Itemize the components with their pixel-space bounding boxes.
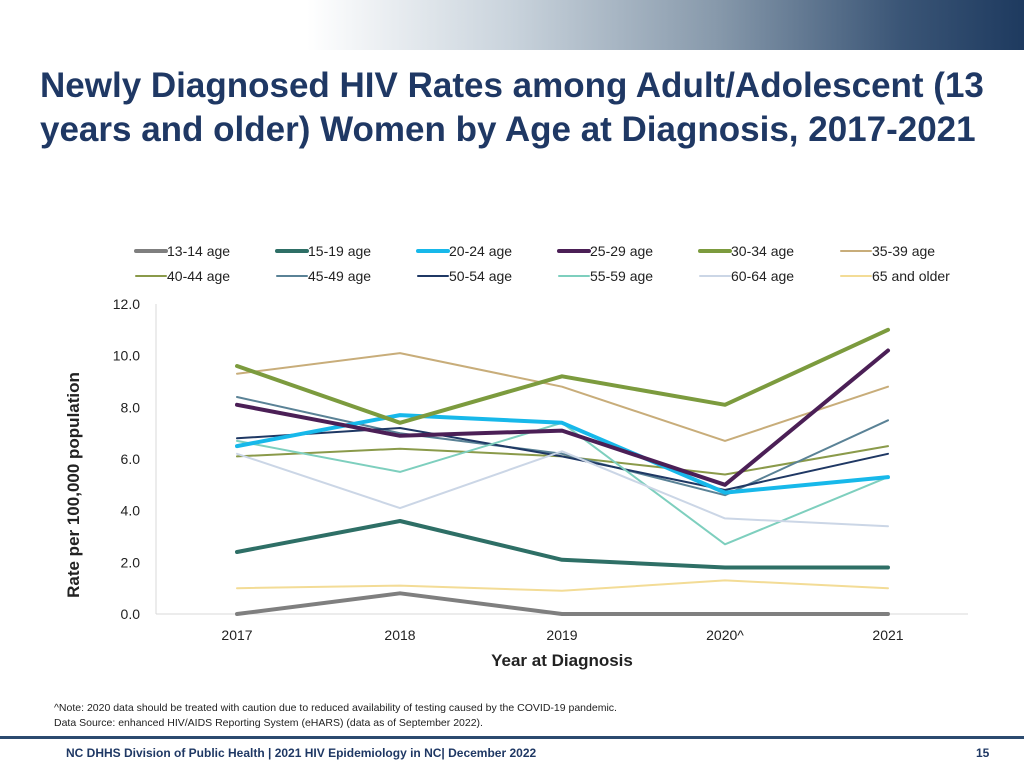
footnote-data-source: Data Source: enhanced HIV/AIDS Reporting… [54, 717, 483, 729]
legend-label: 40-44 age [167, 268, 230, 284]
legend-label: 13-14 age [167, 243, 230, 259]
legend-label: 55-59 age [590, 268, 653, 284]
top-banner [0, 0, 1024, 50]
y-tick-label: 6.0 [121, 451, 141, 467]
legend-label: 30-34 age [731, 243, 794, 259]
x-tick-label: 2020^ [706, 627, 744, 643]
footer-text: NC DHHS Division of Public Health | 2021… [66, 746, 537, 760]
slide-title: Newly Diagnosed HIV Rates among Adult/Ad… [40, 66, 984, 149]
legend-label: 45-49 age [308, 268, 371, 284]
x-axis-title: Year at Diagnosis [491, 651, 633, 670]
series-line-10 [236, 421, 889, 546]
legend-label: 20-24 age [449, 243, 512, 259]
legend-label: 50-54 age [449, 268, 512, 284]
series-line-5 [235, 327, 890, 425]
series-line-6 [236, 352, 889, 442]
series-line-8 [236, 396, 889, 497]
y-tick-label: 4.0 [121, 503, 141, 519]
y-tick-label: 8.0 [121, 399, 141, 415]
legend-label: 25-29 age [590, 243, 653, 259]
series-line-9 [236, 427, 889, 491]
footnote-covid: ^Note: 2020 data should be treated with … [54, 702, 617, 714]
y-tick-label: 10.0 [113, 348, 140, 364]
line-chart: 0.0 2.0 4.0 6.0 8.0 10.0 12.0 2017 2018 2019 2020^… [64, 243, 968, 670]
legend-label: 65 and older [872, 268, 950, 284]
x-tick-label: 2017 [221, 627, 252, 643]
x-tick-label: 2019 [546, 627, 577, 643]
series-line-12 [236, 579, 889, 592]
series-line-4 [235, 348, 890, 487]
x-tick-label: 2021 [872, 627, 903, 643]
series-line-1 [235, 591, 890, 616]
series-line-11 [236, 450, 889, 528]
y-tick-label: 12.0 [113, 296, 140, 312]
y-tick-label: 0.0 [121, 606, 141, 622]
y-tick-label: 2.0 [121, 554, 141, 570]
x-tick-label: 2018 [384, 627, 415, 643]
y-axis-title: Rate per 100,000 population [64, 372, 83, 598]
series-line-2 [235, 519, 890, 570]
legend-label: 35-39 age [872, 243, 935, 259]
page-number: 15 [976, 746, 990, 760]
footer-divider [0, 736, 1024, 739]
legend-label: 15-19 age [308, 243, 371, 259]
legend-label: 60-64 age [731, 268, 794, 284]
